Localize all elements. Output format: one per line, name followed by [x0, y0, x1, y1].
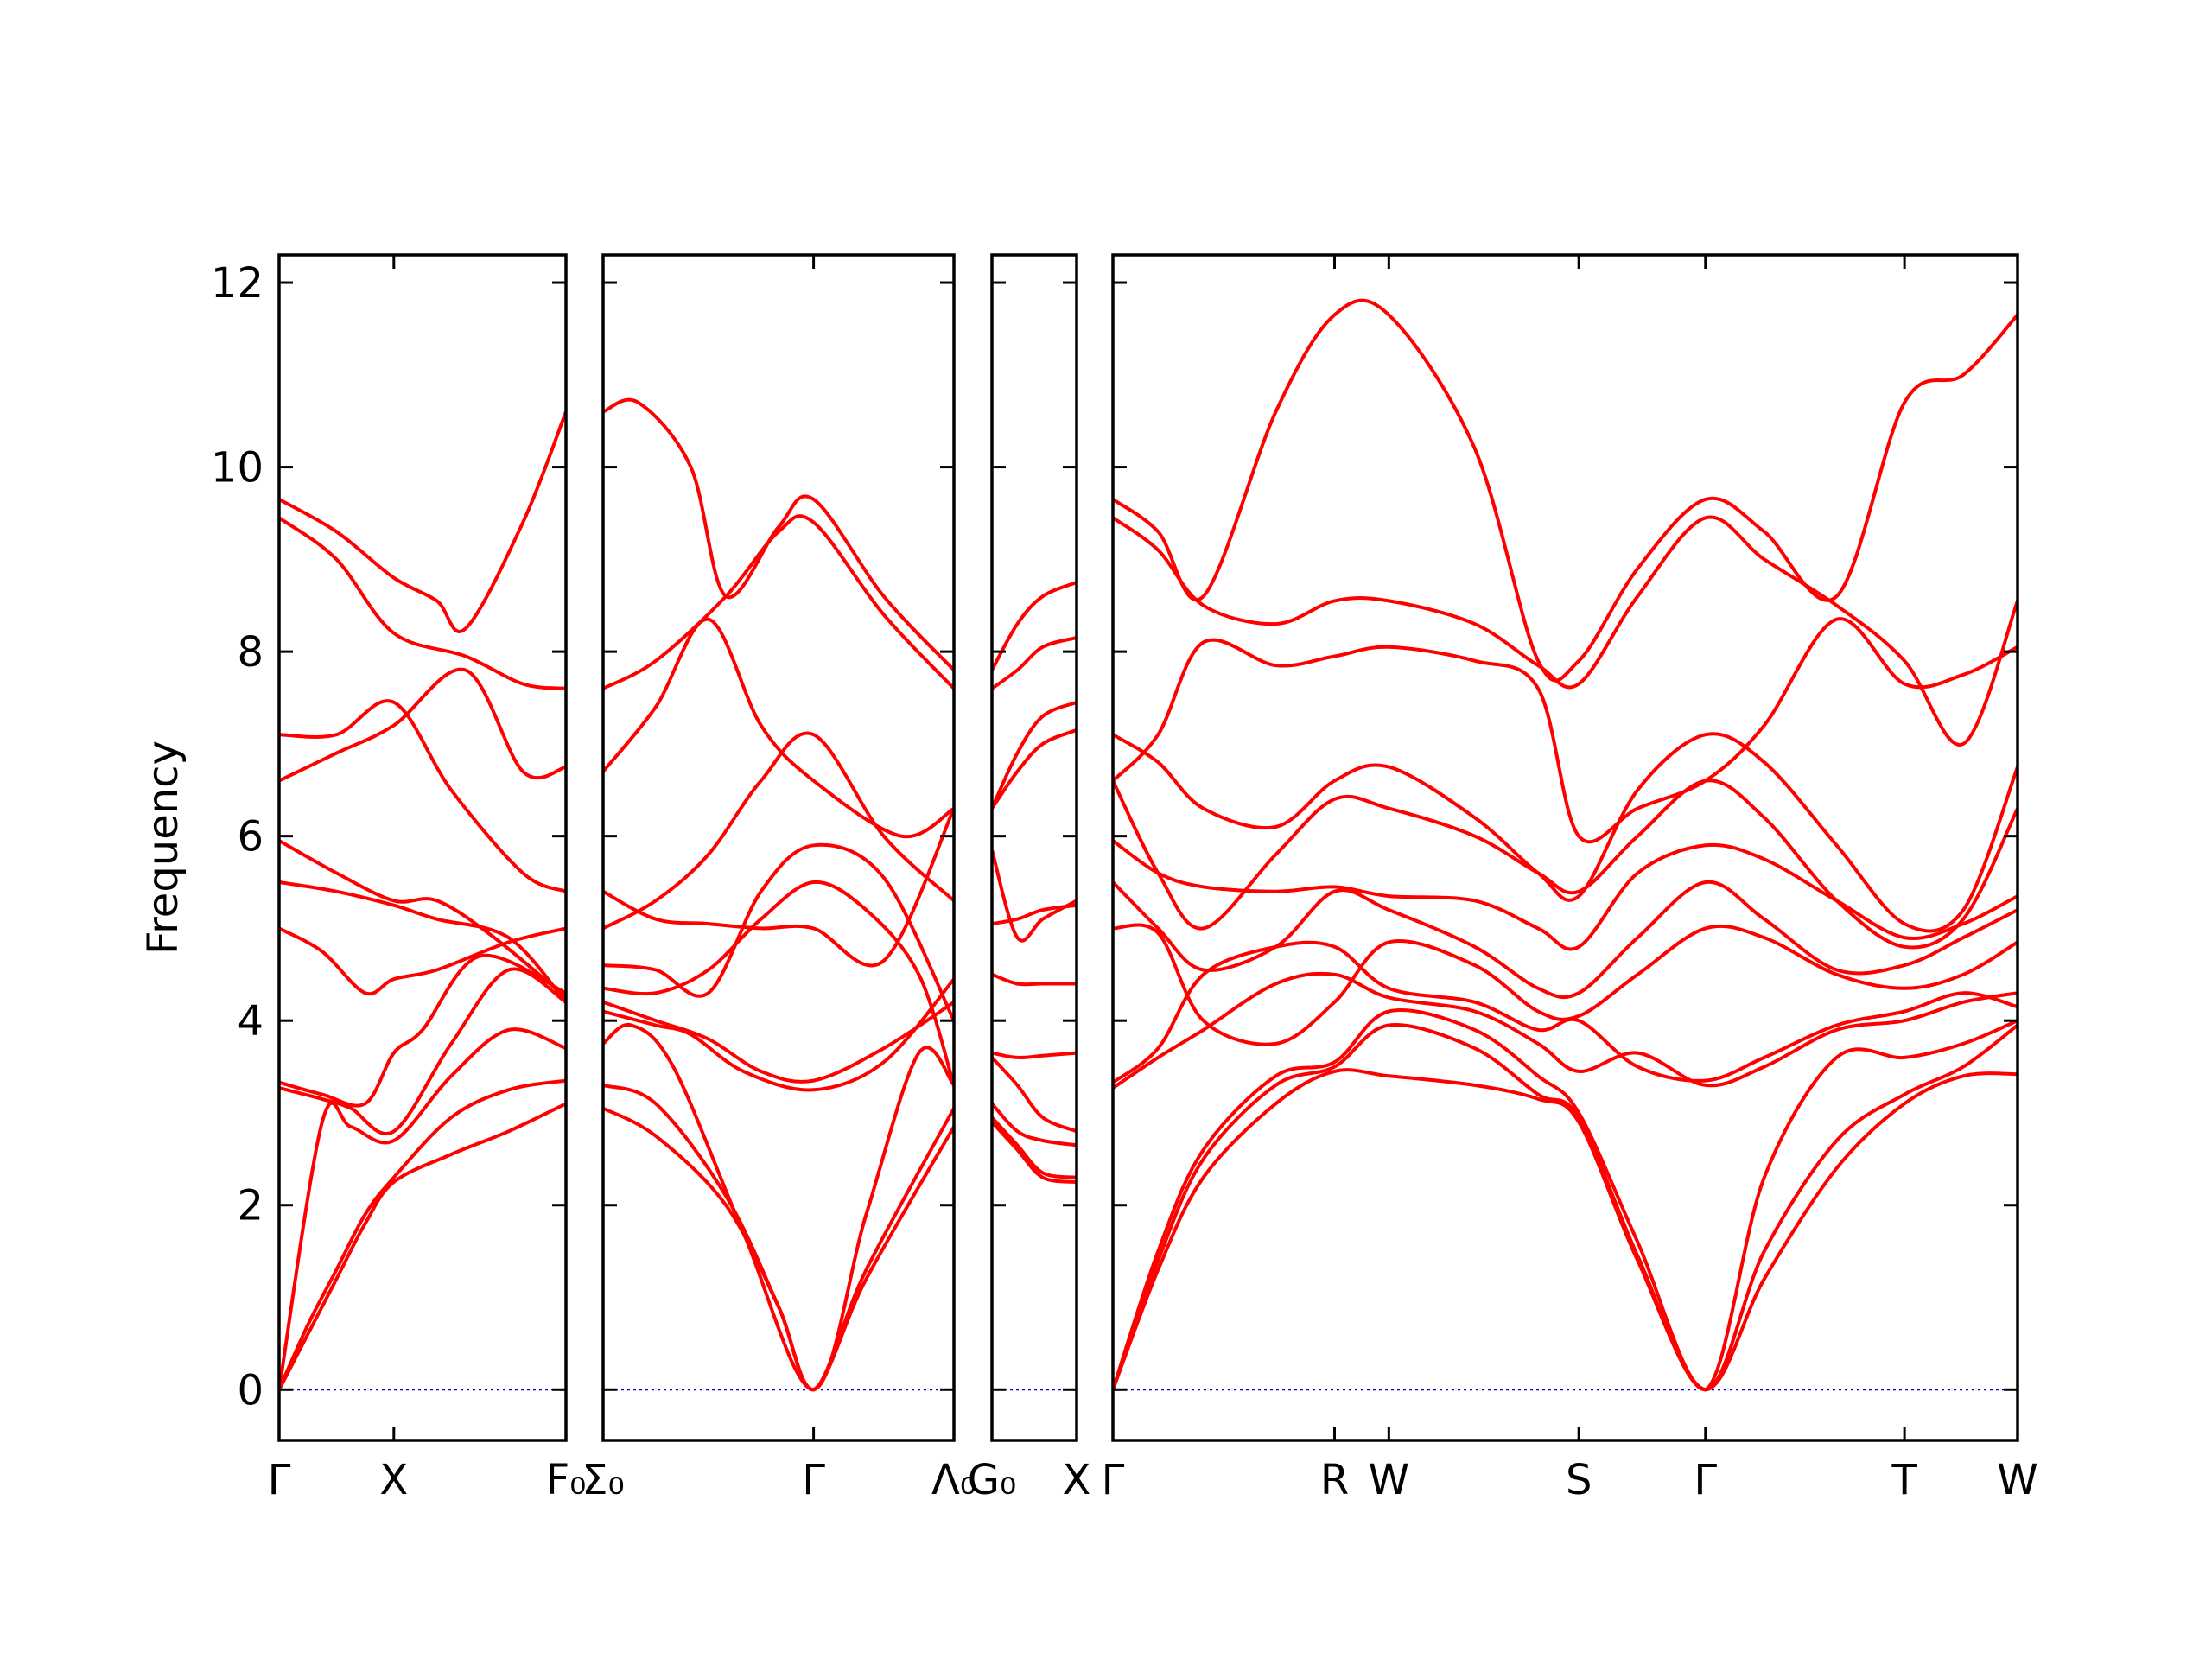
band-line — [1113, 515, 2018, 747]
band-line — [279, 967, 566, 1135]
band-line — [279, 880, 566, 1004]
band-line — [279, 1102, 566, 1392]
panel-frame — [277, 253, 568, 1442]
x-tick-label: Γ — [1102, 1456, 1125, 1504]
x-tick-label: W — [1369, 1456, 1409, 1504]
x-tick-label: W — [1997, 1456, 2037, 1504]
band-lines — [603, 397, 954, 1392]
band-panel-1: Γ X F₀ — [268, 253, 587, 1504]
x-tick-label: Γ — [268, 1456, 291, 1504]
x-tick-label: Λ₀ — [931, 1456, 976, 1504]
band-line — [992, 1051, 1077, 1059]
band-line — [1113, 839, 2018, 951]
panel-frame — [990, 253, 1078, 1442]
band-line — [992, 700, 1077, 810]
y-axis-title: Frequency — [139, 741, 188, 955]
band-line — [603, 617, 954, 839]
band-line — [1113, 732, 2018, 933]
band-line — [603, 1083, 954, 1392]
band-line — [279, 410, 566, 633]
panel-frame — [601, 253, 956, 1442]
band-lines — [992, 581, 1077, 1184]
band-line — [992, 1120, 1077, 1184]
band-line — [603, 514, 954, 690]
y-tick-label: 6 — [237, 813, 264, 861]
band-lines — [279, 410, 566, 1392]
band-line — [603, 842, 954, 1023]
band-line — [1113, 940, 2018, 1084]
band-line — [603, 397, 954, 672]
y-tick-label: 12 — [211, 259, 264, 308]
band-lines — [1113, 298, 2018, 1392]
y-tick-label: 10 — [211, 444, 264, 493]
x-tick-label: X — [379, 1456, 408, 1504]
x-tick-label: Σ₀ — [582, 1456, 625, 1504]
x-tick-label: F₀ — [546, 1456, 587, 1504]
band-line — [279, 1027, 566, 1392]
band-line — [1113, 1023, 2018, 1392]
x-tick-label: R — [1320, 1456, 1349, 1504]
y-tick-label: 4 — [237, 997, 264, 1046]
x-tick-label: X — [1063, 1456, 1091, 1504]
band-line — [992, 1116, 1077, 1179]
band-line — [603, 1106, 954, 1392]
band-panel-2: Σ₀ Γ Λ₀ — [582, 253, 976, 1504]
y-axis: 0 2 4 6 8 10 12 — [211, 259, 264, 1414]
band-line — [279, 1078, 566, 1392]
x-tick-label: S — [1566, 1456, 1592, 1504]
band-line — [992, 1055, 1077, 1134]
band-line — [1113, 1008, 2018, 1392]
band-line — [992, 636, 1077, 690]
band-line — [1113, 923, 2018, 1046]
band-line — [603, 1023, 954, 1392]
band-line — [279, 839, 566, 1000]
band-line — [279, 667, 566, 783]
band-line — [279, 516, 566, 690]
x-tick-label: G₀ — [968, 1456, 1016, 1504]
band-line — [992, 972, 1077, 987]
x-tick-label: Γ — [802, 1456, 825, 1504]
band-line — [1113, 971, 2018, 1090]
band-line — [1113, 1068, 2018, 1392]
band-line — [1113, 880, 2018, 1000]
band-line — [603, 977, 954, 1092]
band-line — [992, 848, 1077, 943]
band-line — [992, 581, 1077, 672]
x-tick-label: Γ — [1694, 1456, 1717, 1504]
band-line — [603, 880, 954, 1087]
band-line — [279, 953, 566, 1108]
x-tick-label: T — [1891, 1456, 1917, 1504]
y-tick-label: 2 — [237, 1182, 264, 1230]
band-panel-3: G₀ X — [968, 253, 1091, 1504]
panel-frame — [1111, 253, 2019, 1442]
band-line — [992, 1102, 1077, 1147]
band-line — [1113, 298, 2018, 683]
y-tick-label: 8 — [237, 628, 264, 677]
band-line — [992, 728, 1077, 810]
band-line — [1113, 779, 2018, 950]
band-line — [279, 699, 566, 893]
band-line — [603, 806, 954, 968]
y-tick-label: 0 — [237, 1366, 264, 1414]
band-line — [603, 1000, 954, 1084]
band-line — [603, 731, 954, 931]
band-line — [1113, 617, 2018, 844]
band-line — [279, 926, 566, 996]
